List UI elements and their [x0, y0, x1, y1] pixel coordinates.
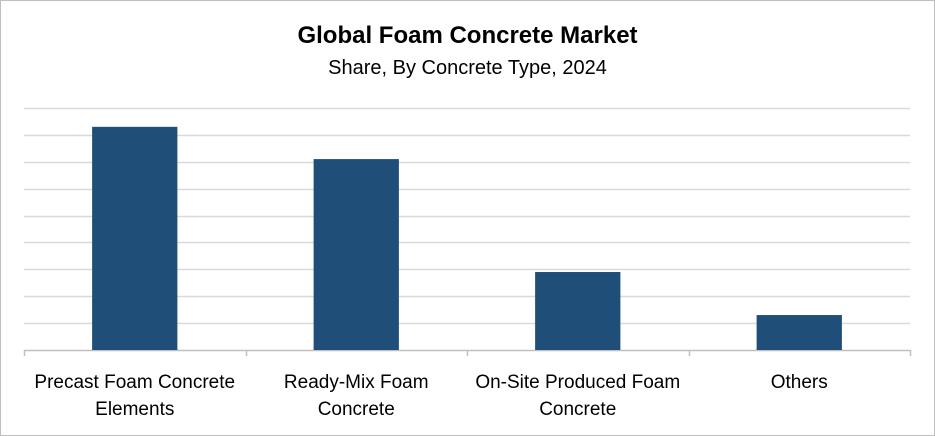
bar-3 [535, 272, 621, 350]
bar-2 [313, 159, 399, 350]
chart-subtitle: Share, By Concrete Type, 2024 [328, 57, 607, 79]
x-tick-label: Precast Foam Concrete Elements [34, 372, 235, 420]
x-tick-label: Others [771, 372, 828, 393]
bar-1 [92, 126, 178, 350]
bar-4 [756, 315, 842, 350]
x-tick-label: Ready-Mix Foam Concrete [284, 372, 429, 420]
chart-title: Global Foam Concrete Market [297, 22, 638, 49]
x-tick-label: On-Site Produced Foam Concrete [475, 372, 680, 420]
